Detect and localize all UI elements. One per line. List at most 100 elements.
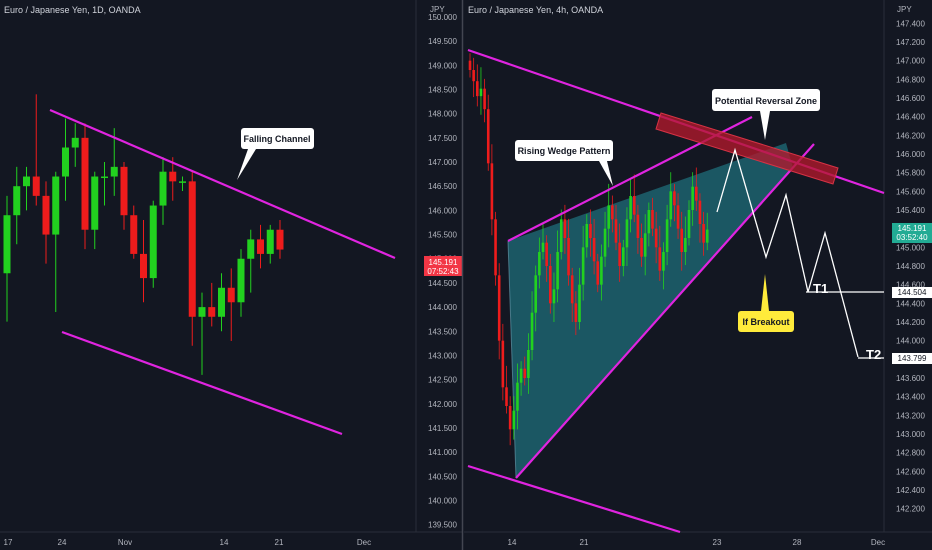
left-y-tick: 140.000	[428, 497, 457, 506]
left-candle	[179, 176, 186, 192]
t2-price-value: 143.799	[898, 354, 927, 363]
right-y-tick: 142.800	[896, 449, 925, 458]
rising-wedge-area[interactable]	[508, 143, 793, 478]
right-candle	[669, 172, 673, 227]
falling-channel-label: Falling Channel	[243, 134, 310, 144]
descending-lower-line[interactable]	[467, 464, 681, 534]
right-candle	[658, 225, 662, 281]
right-candle	[541, 223, 545, 260]
right-candle	[691, 172, 694, 226]
right-candle	[662, 242, 665, 290]
left-y-tick: 149.500	[428, 37, 457, 46]
right-candles	[468, 53, 709, 446]
right-candle	[695, 167, 698, 211]
left-candle	[237, 249, 245, 317]
right-y-tick: 144.000	[896, 337, 925, 346]
right-candle	[508, 396, 512, 446]
right-candle	[527, 333, 530, 394]
left-chart-1d: Euro / Japanese Yen, 1D, OANDA JPY 139.5…	[0, 0, 462, 550]
t2-price-tag: 143.799	[892, 353, 932, 364]
channel-upper-line[interactable]	[49, 108, 396, 260]
right-candle	[497, 263, 501, 360]
left-candle	[81, 123, 89, 250]
left-y-tick: 150.000	[428, 13, 457, 22]
left-candle	[169, 157, 177, 201]
left-candle	[130, 205, 138, 259]
breakout-callout: If Breakout	[738, 274, 794, 332]
right-candle	[698, 193, 702, 243]
right-candle	[614, 204, 618, 251]
left-candle	[32, 94, 40, 206]
right-x-tick: Dec	[871, 538, 885, 547]
left-x-tick: 17	[4, 538, 13, 547]
left-candle	[13, 166, 21, 245]
right-x-tick: 14	[508, 538, 517, 547]
right-candle	[625, 207, 629, 266]
right-candle	[545, 235, 548, 282]
right-candle	[578, 267, 581, 330]
left-y-tick: 139.500	[428, 521, 457, 530]
right-candle	[585, 214, 589, 258]
breakout-label: If Breakout	[742, 317, 789, 327]
left-price-countdown: 07:52:43	[427, 267, 459, 276]
reversal-zone-box[interactable]	[655, 112, 839, 185]
left-candle	[276, 220, 284, 259]
right-candle	[476, 64, 479, 107]
right-y-tick: 142.400	[896, 486, 925, 495]
right-candle	[519, 361, 523, 396]
left-candle	[120, 162, 128, 230]
right-candle	[618, 223, 621, 282]
right-y-tick: 144.200	[896, 318, 925, 327]
right-candle	[636, 204, 640, 254]
wedge-lower-line[interactable]	[515, 143, 815, 479]
right-x-tick: 28	[793, 538, 802, 547]
right-candle	[632, 174, 636, 223]
left-y-tick: 141.000	[428, 448, 457, 457]
right-candle	[629, 179, 632, 233]
left-x-tick: Dec	[357, 538, 371, 547]
right-price-value: 145.191	[898, 224, 927, 233]
right-x-tick: 23	[713, 538, 722, 547]
left-candle	[23, 166, 30, 211]
right-candle	[538, 237, 541, 289]
right-candle	[494, 211, 497, 286]
left-axis-unit: JPY	[430, 5, 445, 14]
left-y-tick: 148.500	[428, 85, 457, 94]
right-candle	[523, 356, 527, 386]
right-candle	[596, 253, 600, 293]
right-y-tick: 147.400	[896, 19, 925, 28]
left-x-tick-labels: 17 24 Nov 14 21 Dec	[4, 538, 372, 547]
reversal-zone-callout: Potential Reversal Zone	[712, 89, 820, 140]
right-y-tick: 144.800	[896, 262, 925, 271]
left-candle	[101, 162, 108, 206]
left-x-tick: 21	[275, 538, 284, 547]
left-candle	[52, 171, 60, 312]
left-y-tick: 147.500	[428, 134, 457, 143]
left-y-tick: 149.000	[428, 61, 457, 70]
t1-price-tag: 144.504	[892, 287, 932, 298]
projected-path-line[interactable]	[716, 147, 859, 358]
right-candle	[676, 193, 680, 239]
right-candle	[501, 323, 505, 401]
right-candle	[530, 291, 534, 361]
left-y-tick: 143.000	[428, 351, 457, 360]
right-candle	[552, 272, 556, 322]
right-y-tick: 146.200	[896, 131, 925, 140]
right-candle	[472, 57, 475, 98]
right-y-tick: 143.600	[896, 374, 925, 383]
right-candle	[505, 365, 508, 414]
right-candle	[673, 183, 676, 222]
right-y-tick: 145.000	[896, 243, 925, 252]
falling-channel-callout: Falling Channel	[237, 128, 314, 180]
right-candle	[592, 218, 596, 275]
right-candle	[479, 67, 483, 115]
right-candle	[512, 396, 516, 440]
left-candle	[159, 157, 167, 225]
reversal-zone-label: Potential Reversal Zone	[715, 96, 817, 106]
channel-lower-line[interactable]	[61, 330, 343, 436]
left-plot-area	[0, 0, 416, 532]
right-chart-4h: Euro / Japanese Yen, 4h, OANDA JPY 142.2…	[464, 0, 932, 547]
right-y-tick: 146.800	[896, 75, 925, 84]
